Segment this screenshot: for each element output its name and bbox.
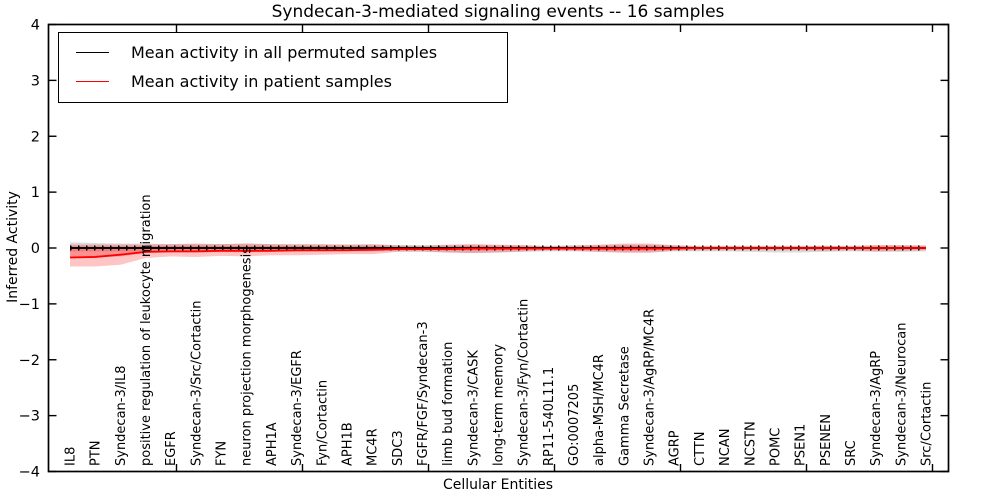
x-category-label: Fyn/Cortactin [315,380,330,466]
x-category-label: SRC [844,440,859,466]
x-category-label: Syndecan-3/CASK [466,350,481,466]
x-category-label: Syndecan-3/Src/Cortactin [189,300,204,466]
x-category-label: APH1A [265,422,280,466]
x-category-label: neuron projection morphogenesis [240,247,255,466]
patient-mean-line [69,247,926,259]
y-axis-label: Inferred Activity [5,191,21,303]
x-category-label: MC4R [366,428,381,466]
x-category-label: RP11-540L11.1 [542,367,557,466]
chart-title: Syndecan-3-mediated signaling events -- … [271,2,725,22]
y-tick-label: −4 [19,465,40,481]
x-category-label: Src/Cortactin [920,382,935,466]
x-category-label: Syndecan-3/AgRP/MC4R [643,309,658,466]
y-tick-label: −2 [19,353,40,369]
x-category-label: POMC [768,428,783,466]
y-tick-label: −3 [19,409,40,425]
patient-line-swatch [76,81,109,82]
legend-item-permuted: Mean activity in all permuted samples [59,38,507,67]
x-category-label: IL8 [64,447,79,466]
y-tick-label: 2 [31,129,40,145]
x-category-label: limb bud formation [441,342,456,466]
x-category-label: Syndecan-3/AgRP [869,351,884,466]
y-tick-label: 4 [31,18,40,34]
x-category-label: AGRP [668,430,683,466]
y-tick-label: 3 [31,73,40,89]
x-category-label: alpha-MSH/MC4R [592,354,607,466]
x-category-label: GO:0007205 [567,384,582,466]
x-category-label: Syndecan-3/Fyn/Cortactin [517,299,532,466]
x-category-label: PSENEN [819,414,834,466]
legend-label-permuted: Mean activity in all permuted samples [131,43,438,62]
x-category-label: long-term memory [492,344,507,466]
y-tick-label: 0 [31,241,40,257]
x-category-label: PSEN1 [794,424,809,466]
x-category-label: PTN [89,440,104,466]
x-category-label: NCSTN [743,421,758,466]
x-axis-label: Cellular Entities [442,477,554,493]
x-category-label: Gamma Secretase [617,346,632,466]
x-category-label: positive regulation of leukocyte migrati… [139,194,154,466]
legend-item-patient: Mean activity in patient samples [59,67,507,96]
x-category-label: FGFR/FGF/Syndecan-3 [416,321,431,466]
y-tick-label: 1 [31,185,40,201]
legend: Mean activity in all permuted samples Me… [58,32,508,103]
x-category-label: Syndecan-3/EGFR [290,350,305,466]
legend-label-patient: Mean activity in patient samples [131,72,392,91]
y-tick-label: −1 [19,297,40,313]
x-category-label: NCAN [718,429,733,466]
x-category-label: EGFR [164,431,179,466]
x-category-label: FYN [215,441,230,466]
x-category-label: APH1B [340,422,355,466]
x-category-label: SDC3 [391,430,406,466]
patient-band [70,243,926,267]
x-category-label: CTTN [693,432,708,466]
x-category-label: Syndecan-3/IL8 [114,366,129,466]
x-category-label: Syndecan-3/Neurocan [894,323,909,466]
permuted-line-swatch [76,52,109,53]
